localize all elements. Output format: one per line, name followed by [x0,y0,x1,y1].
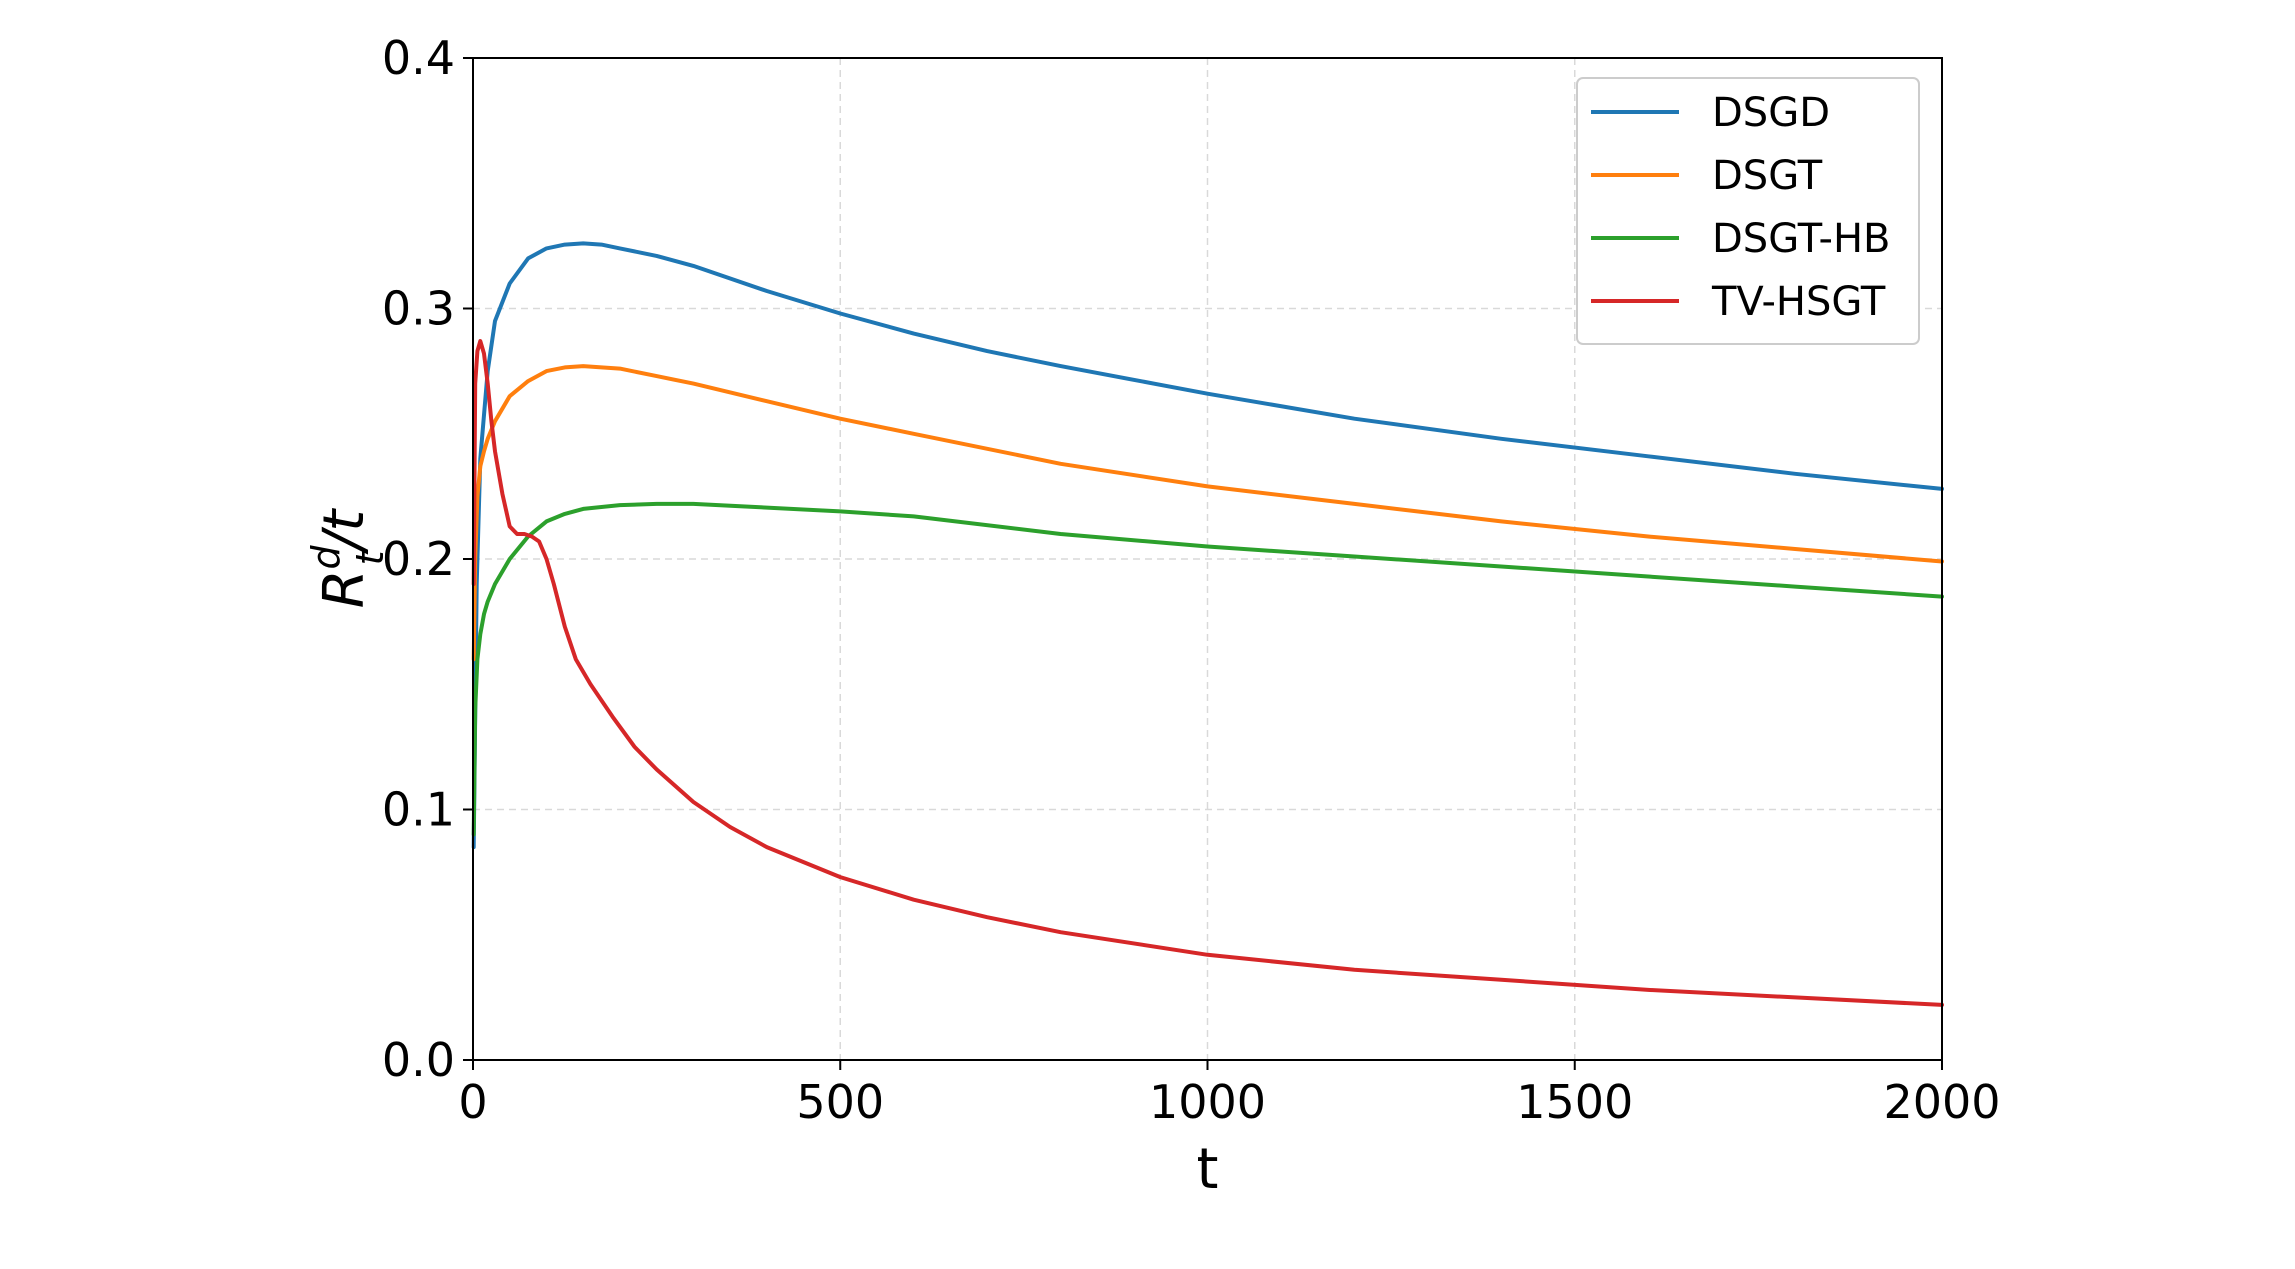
y-tick-label: 0.1 [382,783,455,837]
series-line-dsgt-hb [471,501,1944,837]
y-axis-label-tail: /t [312,508,377,556]
x-tick-label: 1000 [1149,1075,1266,1129]
legend-label-dsgd: DSGD [1712,90,1830,136]
x-tick-label: 0 [458,1075,487,1129]
x-tick-label: 500 [796,1075,884,1129]
legend-label-dsgt-hb: DSGT-HB [1712,216,1890,262]
y-tick-label: 0.3 [382,282,455,336]
x-tick-label: 2000 [1883,1075,2000,1129]
legend-label-tv-hsgt: TV-HSGT [1711,279,1886,325]
x-tick-label: 1500 [1516,1075,1633,1129]
series-line-dsgt [471,364,1944,662]
axis-ticks: 0 500 1000 1500 2000 0.0 0.1 0.2 0.3 0.4 [382,31,2001,1129]
y-tick-label: 0.2 [382,532,455,586]
y-axis-label-sup: d [304,544,348,569]
y-tick-label: 0.0 [382,1033,455,1087]
y-axis-label: Rdt/t [304,508,392,609]
x-axis-label: t [1197,1137,1219,1202]
legend-label-dsgt: DSGT [1712,153,1823,199]
series-lines [471,241,1944,1007]
legend-box [1576,77,1920,345]
series-line-dsgd [471,241,1944,850]
y-tick-label: 0.4 [382,31,455,85]
legend: DSGD DSGT DSGT-HB TV-HSGT [1576,77,1920,345]
series-line-tv-hsgt [471,339,1944,1007]
y-axis-label-base: R [312,569,377,608]
y-axis-label-sub: t [348,548,392,565]
